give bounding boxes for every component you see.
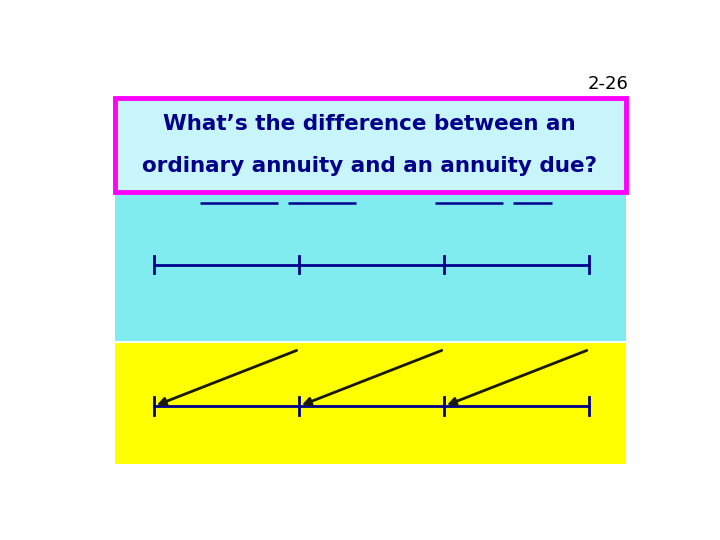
Bar <box>115 194 626 341</box>
Text: ordinary annuity and an annuity due?: ordinary annuity and an annuity due? <box>142 157 596 177</box>
Bar <box>115 98 626 192</box>
Text: What’s the difference between an: What’s the difference between an <box>163 114 575 134</box>
Bar <box>115 343 626 464</box>
Text: 2-26: 2-26 <box>588 75 629 93</box>
